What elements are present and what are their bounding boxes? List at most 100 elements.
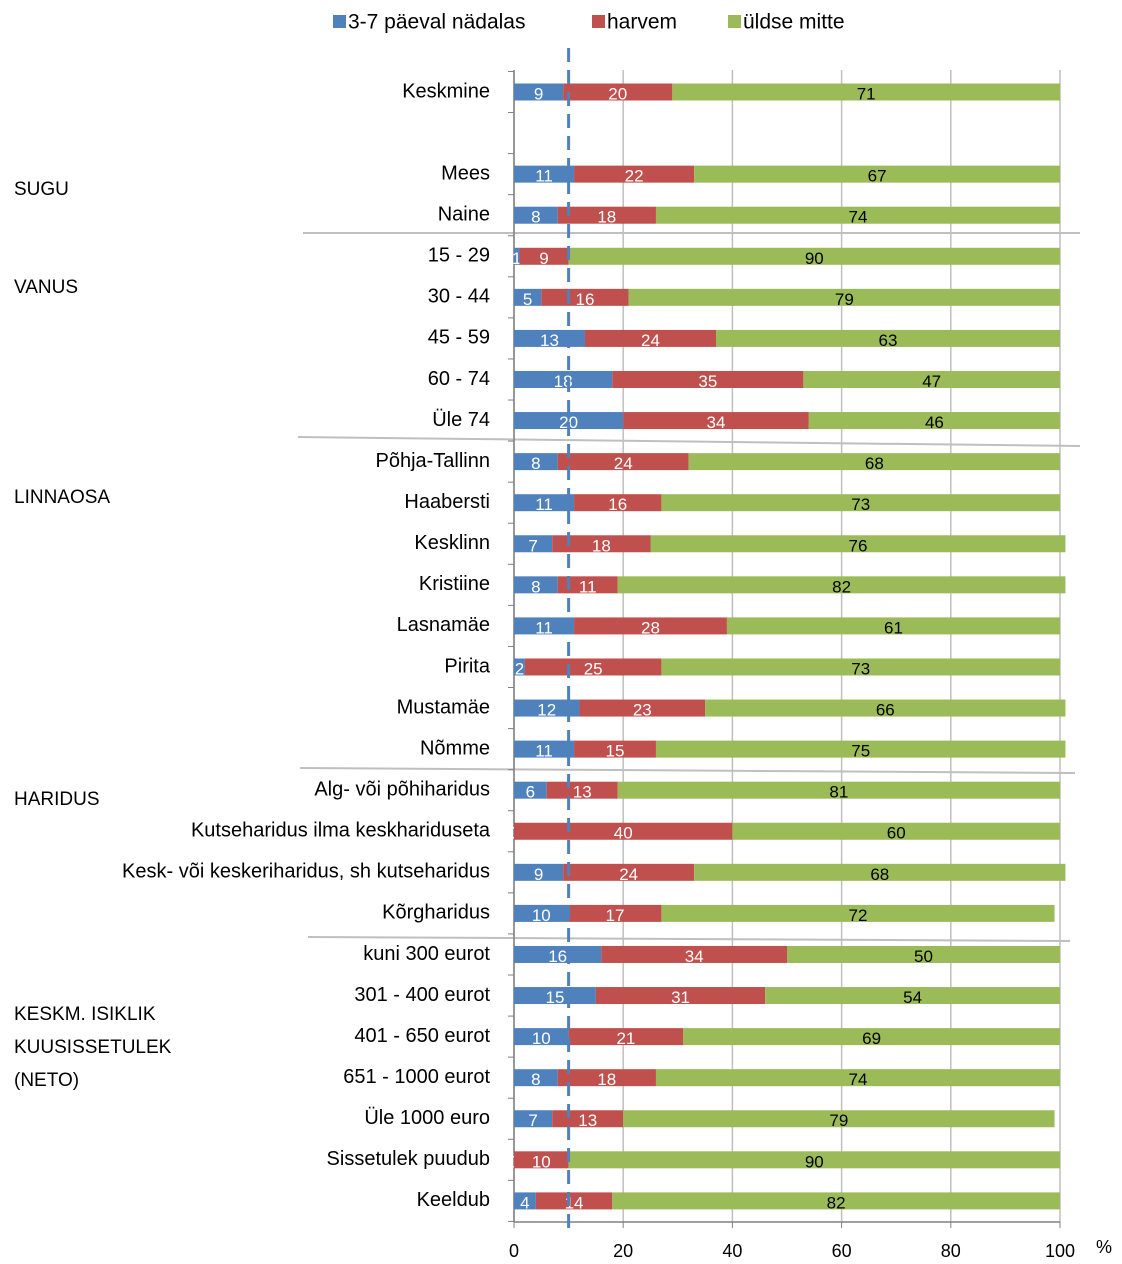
value-label: 9 <box>534 865 543 884</box>
value-label: 74 <box>849 1070 868 1089</box>
separator <box>299 767 1076 774</box>
value-label: 81 <box>829 783 848 802</box>
value-label: 72 <box>849 906 868 925</box>
value-label: 11 <box>535 495 553 514</box>
bar-segment <box>514 1110 553 1128</box>
bar-segment <box>655 206 1060 224</box>
bar-segment <box>514 904 569 922</box>
bar-segment <box>568 1028 684 1046</box>
y-tick-label: 30 - 44 <box>428 286 490 308</box>
bar-segment <box>557 576 618 594</box>
separator <box>297 436 1081 447</box>
bar-segment <box>514 288 542 306</box>
bar-segment <box>650 535 1066 553</box>
value-label: 11 <box>535 618 553 637</box>
y-tick-label: Kesklinn <box>414 532 490 554</box>
legend-label: 3-7 päeval nädalas <box>348 11 525 34</box>
legend-swatch <box>728 15 741 28</box>
value-label: 54 <box>903 988 922 1007</box>
value-label: 18 <box>597 1070 616 1089</box>
bar-segment <box>612 370 804 388</box>
bar-segment <box>552 535 651 553</box>
value-label: 61 <box>884 618 903 637</box>
bar-segment <box>514 206 558 224</box>
y-tick-label: 301 - 400 eurot <box>354 984 490 1006</box>
value-label: 16 <box>548 947 567 966</box>
value-label: 73 <box>851 495 870 514</box>
bar-segment <box>694 863 1066 881</box>
bar-segment <box>716 329 1060 347</box>
bar-segment <box>574 740 656 758</box>
y-tick-label: Pirita <box>444 655 490 677</box>
value-label: 10 <box>532 1029 551 1048</box>
value-label: 25 <box>584 659 603 678</box>
value-label: 20 <box>608 84 627 103</box>
value-label: 68 <box>870 865 889 884</box>
legend-label: üldse mitte <box>743 11 845 34</box>
value-label: 79 <box>835 290 854 309</box>
value-label: 10 <box>532 1152 551 1171</box>
value-label: 18 <box>597 208 616 227</box>
bar-segment <box>563 83 673 101</box>
value-label: 67 <box>868 167 887 186</box>
value-label: 8 <box>531 208 540 227</box>
value-label: 68 <box>865 454 884 473</box>
value-label: 5 <box>523 290 532 309</box>
value-label: 13 <box>578 1111 597 1130</box>
value-label: 11 <box>535 742 553 761</box>
y-tick-label: Kristiine <box>419 573 490 595</box>
bar-segment <box>623 1110 1055 1128</box>
bar-segment <box>579 699 706 717</box>
y-tick-label: 15 - 29 <box>428 245 490 267</box>
value-label: 28 <box>641 618 660 637</box>
y-tick-label: Nõmme <box>420 737 490 759</box>
x-unit: % <box>1096 1237 1112 1257</box>
bar-segment <box>514 83 564 101</box>
bar-segment <box>617 576 1066 594</box>
bar-segment <box>732 822 1060 840</box>
bar-segment <box>514 165 575 183</box>
value-label: 24 <box>614 454 633 473</box>
value-label: 24 <box>619 865 638 884</box>
bar-segment <box>601 945 787 963</box>
value-label: 71 <box>857 84 876 103</box>
group-label: SUGU <box>14 179 69 200</box>
bar-segment <box>683 1028 1060 1046</box>
value-label: 34 <box>685 947 704 966</box>
bar-segment <box>514 412 624 430</box>
bar-segment <box>514 1069 558 1087</box>
y-tick-label: Üle 74 <box>432 409 490 431</box>
value-label: 6 <box>526 783 535 802</box>
value-label: 79 <box>829 1111 848 1130</box>
y-tick-label: Sissetulek puudub <box>327 1148 490 1170</box>
bar-segment <box>514 863 564 881</box>
y-tick-label: 401 - 650 eurot <box>354 1025 490 1047</box>
value-label: 17 <box>606 906 625 925</box>
value-label: 12 <box>537 701 556 720</box>
group-label: KUUSISSETULEK <box>14 1037 172 1058</box>
value-label: 22 <box>625 167 644 186</box>
value-label: 1 <box>512 249 521 268</box>
value-label: 60 <box>887 824 906 843</box>
value-label: 8 <box>531 454 540 473</box>
value-label: 66 <box>876 701 895 720</box>
bar-segment <box>514 535 553 553</box>
group-label: LINNAOSA <box>14 487 110 508</box>
group-label: VANUS <box>14 277 78 298</box>
bar-segment <box>519 247 569 265</box>
x-tick-label: 100 <box>1045 1241 1075 1261</box>
value-label: 76 <box>849 536 868 555</box>
x-tick-label: 40 <box>722 1241 742 1261</box>
value-label: 7 <box>528 1111 537 1130</box>
value-label: 9 <box>539 249 548 268</box>
bar-segment <box>541 288 629 306</box>
bar-segment <box>688 453 1060 471</box>
value-label: 34 <box>707 413 726 432</box>
y-tick-label: Keskmine <box>402 80 490 102</box>
value-label: 7 <box>528 536 537 555</box>
group-label: KESKM. ISIKLIK <box>14 1004 156 1025</box>
value-label: 2 <box>515 659 524 678</box>
bar-segment <box>787 945 1060 963</box>
x-tick-label: 0 <box>509 1241 519 1261</box>
bar-segment <box>557 206 656 224</box>
